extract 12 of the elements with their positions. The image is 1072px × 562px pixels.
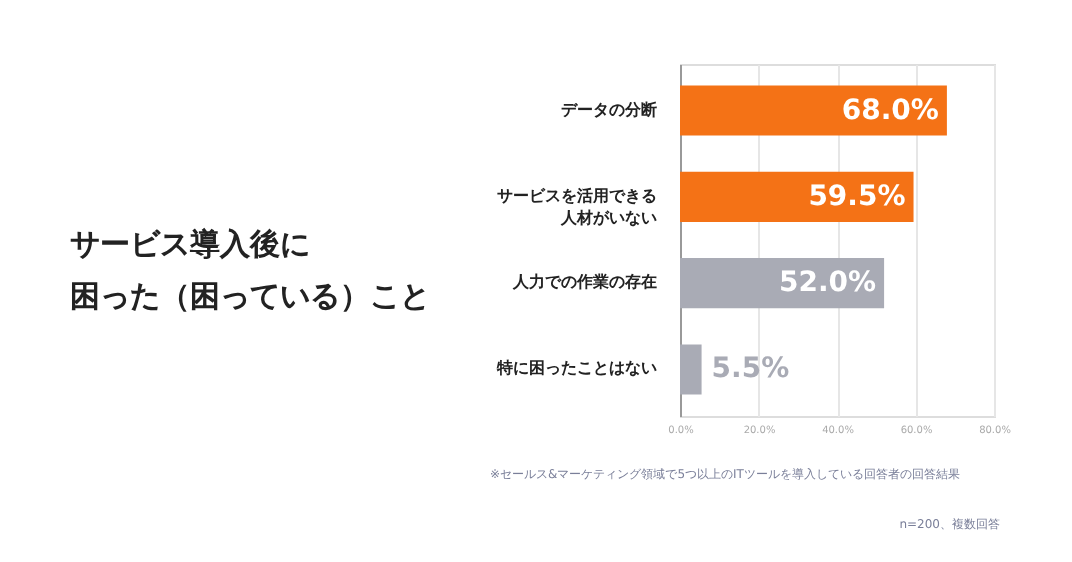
data-label: 5.5% <box>711 353 790 386</box>
bar <box>680 344 702 395</box>
data-label: 52.0% <box>778 267 877 300</box>
y-tick-label: サービスを活用できる人材がいない <box>497 186 657 227</box>
y-tick-label: 特に困ったことはない <box>495 359 657 378</box>
bar <box>680 85 947 136</box>
bar <box>680 171 914 222</box>
data-label: 59.5% <box>808 180 906 213</box>
y-tick-label: データの分断 <box>561 100 657 119</box>
y-tick-label: 人力での作業の存在 <box>511 273 657 292</box>
data-label: 68.0% <box>841 94 939 127</box>
text: サービス導入後に困った（困っている）こと <box>70 226 430 314</box>
